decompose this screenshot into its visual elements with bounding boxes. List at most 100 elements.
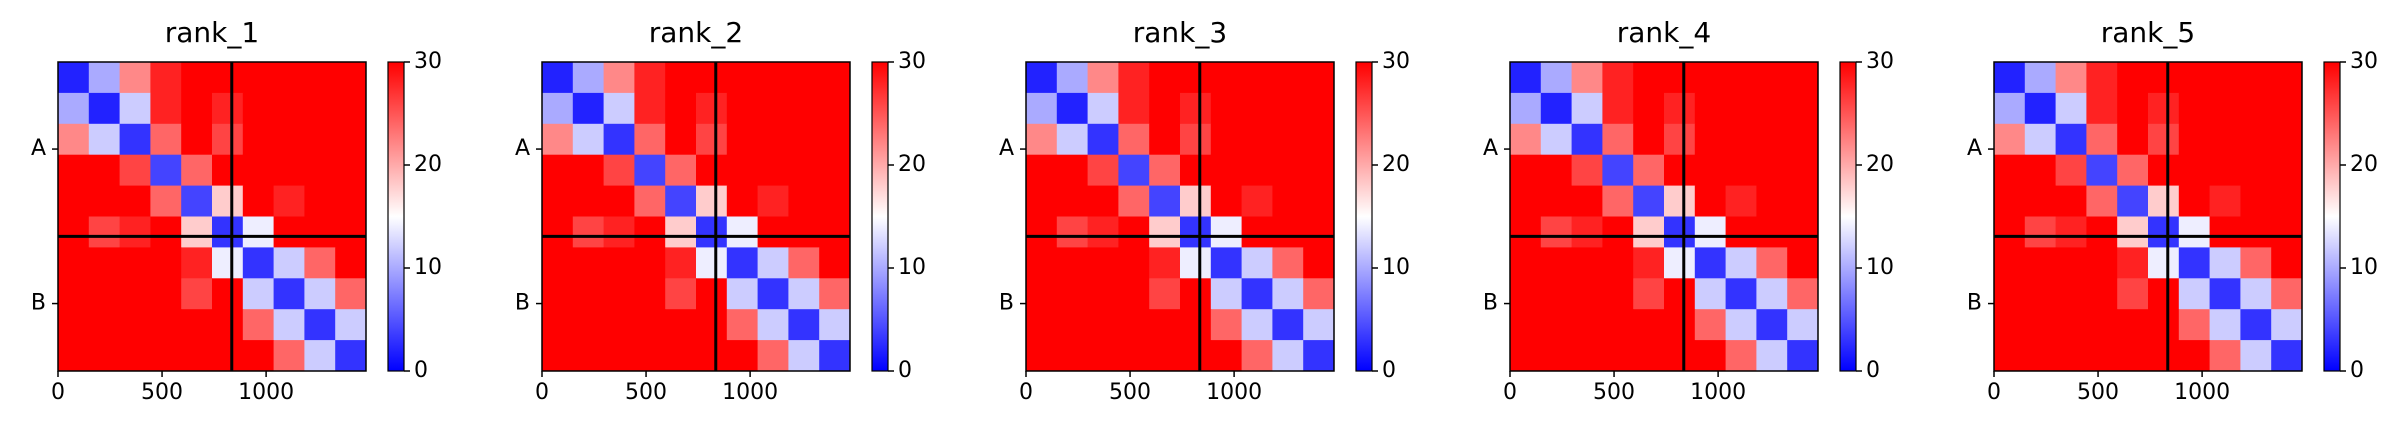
- heatmap-cell: [2178, 247, 2211, 279]
- heatmap-cell: [181, 92, 213, 125]
- heatmap-cell: [119, 247, 151, 279]
- heatmap-cell: [1994, 92, 2026, 125]
- heatmap-cell: [1787, 247, 1819, 279]
- heatmap-cell: [1510, 185, 1542, 217]
- heatmap-cell: [2024, 340, 2057, 372]
- heatmap-cell: [1087, 309, 1119, 341]
- heatmap-cell: [1664, 247, 1696, 279]
- heatmap-cell: [1118, 340, 1150, 372]
- heatmap-cell: [1149, 62, 1181, 94]
- heatmap-cell: [181, 278, 213, 310]
- heatmap-cell: [88, 92, 121, 125]
- heatmap-cell: [1756, 185, 1788, 217]
- heatmap-cell: [2271, 62, 2303, 94]
- heatmap-cell: [1602, 309, 1634, 341]
- heatmap-cell: [1787, 278, 1819, 310]
- heatmap-cell: [788, 123, 820, 156]
- heatmap-cell: [1087, 62, 1119, 94]
- heatmap-cell: [2086, 216, 2118, 248]
- heatmap-cell: [1540, 154, 1573, 187]
- heatmap-cell: [1994, 247, 2026, 279]
- y-tick-label: B: [1483, 291, 1498, 316]
- heatmap-cell: [788, 340, 820, 372]
- heatmap-cell: [1118, 185, 1150, 217]
- heatmap-cell: [1272, 185, 1304, 217]
- heatmap-cell: [1087, 247, 1119, 279]
- heatmap-cell: [1303, 62, 1335, 94]
- heatmap-cell: [150, 340, 182, 372]
- heatmap-cell: [1272, 247, 1304, 279]
- colorbar-tick-label: 30: [414, 49, 442, 74]
- heatmap-cell: [119, 278, 151, 310]
- heatmap-cell: [665, 92, 697, 125]
- heatmap-cell: [572, 62, 605, 94]
- y-tick-label: A: [999, 136, 1014, 161]
- heatmap-cell: [1510, 340, 1542, 372]
- heatmap-cell: [1664, 62, 1696, 94]
- heatmap-cell: [634, 278, 666, 310]
- heatmap-cell: [2271, 309, 2303, 341]
- heatmap-cell: [1571, 62, 1603, 94]
- heatmap-cell: [2271, 92, 2303, 125]
- heatmap-cell: [1210, 92, 1243, 125]
- heatmap-cell: [304, 185, 336, 217]
- heatmap-cell: [1602, 92, 1634, 125]
- heatmap-cell: [242, 309, 275, 341]
- heatmap-cell: [304, 247, 336, 279]
- heatmap-cell: [2271, 185, 2303, 217]
- heatmap-cell: [2055, 62, 2087, 94]
- heatmap-cell: [2271, 247, 2303, 279]
- heatmap-cell: [1210, 123, 1243, 156]
- heatmap-cell: [757, 92, 789, 125]
- heatmap-cell: [1118, 154, 1150, 187]
- heatmap-cell: [1026, 247, 1058, 279]
- heatmap-cell: [603, 278, 635, 310]
- heatmap-cell: [665, 309, 697, 341]
- heatmap-cell: [1571, 247, 1603, 279]
- heatmap-cell: [1571, 278, 1603, 310]
- heatmap-cell: [1994, 62, 2026, 94]
- heatmap-cell: [58, 185, 90, 217]
- x-tick-label: 1000: [1690, 380, 1746, 405]
- x-tick-label: 1000: [722, 380, 778, 405]
- heatmap-cell: [2240, 123, 2272, 156]
- heatmap-cell: [1664, 154, 1696, 187]
- heatmap-cell: [1118, 92, 1150, 125]
- heatmap-cell: [757, 62, 789, 94]
- plot-frame: [1993, 61, 2303, 372]
- heatmap-cell: [665, 216, 697, 248]
- heatmap-cell: [2148, 247, 2180, 279]
- heatmap-cell: [572, 247, 605, 279]
- heatmap-cell: [1272, 216, 1304, 248]
- heatmap-cell: [2055, 278, 2087, 310]
- heatmap-cell: [1180, 123, 1212, 156]
- heatmap-cell: [212, 340, 244, 372]
- heatmap-cell: [819, 154, 851, 187]
- heatmap-cell: [1087, 123, 1119, 156]
- heatmap-cell: [1694, 309, 1727, 341]
- heatmap-cell: [212, 247, 244, 279]
- panel-title: rank_3: [1133, 16, 1227, 49]
- heatmap-cell: [1087, 154, 1119, 187]
- heatmap-cell: [1149, 154, 1181, 187]
- heatmap-cell: [2209, 154, 2241, 187]
- colorbar: [1355, 61, 1373, 372]
- heatmap-cell: [1540, 247, 1573, 279]
- heatmap-cell: [2240, 92, 2272, 125]
- x-tick-label: 500: [2077, 380, 2119, 405]
- colorbar-tick-label: 10: [2350, 255, 2378, 280]
- heatmap-cell: [2148, 216, 2180, 248]
- heatmap-cell: [181, 185, 213, 217]
- colorbar: [387, 61, 405, 372]
- heatmap-cell: [1725, 154, 1757, 187]
- colorbar-tick-label: 20: [2350, 152, 2378, 177]
- heatmap-cell: [726, 123, 759, 156]
- heatmap-cell: [603, 92, 635, 125]
- heatmap-cell: [1664, 278, 1696, 310]
- heatmap-cell: [212, 123, 244, 156]
- heatmap-cell: [1026, 62, 1058, 94]
- heatmap-cell: [542, 340, 574, 372]
- heatmap-cell: [1149, 92, 1181, 125]
- heatmap-cell: [1602, 216, 1634, 248]
